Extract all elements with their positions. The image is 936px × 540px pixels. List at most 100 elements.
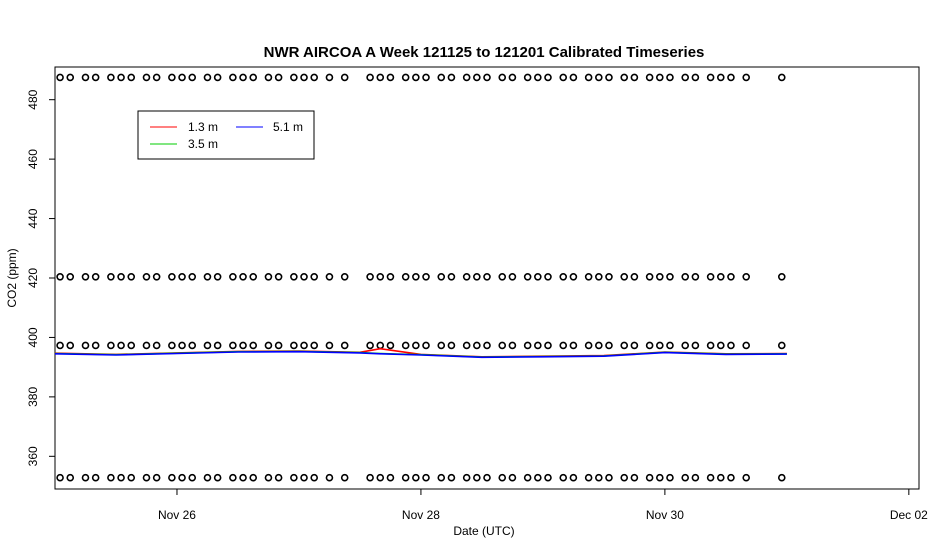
ref-point-487.5-15 [239, 73, 247, 82]
ref-point-397.3-4 [107, 341, 115, 350]
x-axis: Nov 26 Nov 28 Nov 30 Dec 02 [158, 489, 928, 522]
ref-point-397.3-26 [386, 341, 395, 350]
ref-point-397.3-45 [620, 341, 629, 350]
ref-point-420.4-17 [264, 273, 273, 281]
ref-point-352.8-26 [386, 473, 395, 482]
ref-point-397.3-31 [447, 341, 456, 350]
ref-point-487.5-8 [152, 73, 161, 82]
ref-point-487.5-6 [127, 73, 136, 82]
ref-point-352.8-45 [620, 473, 629, 482]
ref-point-352.8-34 [483, 473, 491, 482]
ref-point-487.5-25 [376, 73, 385, 82]
ref-point-397.3-46 [630, 341, 639, 350]
ref-point-487.5-10 [178, 73, 186, 82]
ref-point-397.3-32 [462, 341, 471, 350]
x-tick-label-nov-30: Nov 30 [646, 508, 684, 522]
ref-point-352.8-51 [691, 473, 700, 482]
ref-point-352.8-52 [706, 473, 715, 482]
ref-point-487.5-32 [462, 73, 471, 82]
y-tick-label-400: 400 [26, 327, 40, 347]
ref-point-420.4-55 [742, 273, 751, 281]
ref-point-420.4-29 [422, 273, 430, 281]
ref-point-397.3-55 [742, 341, 751, 350]
ref-point-397.3-0 [56, 341, 64, 350]
ref-point-487.5-9 [168, 73, 176, 82]
series-line-5-1-m [54, 350, 787, 359]
x-axis-label: Date (UTC) [453, 524, 514, 538]
ref-point-352.8-19 [290, 473, 298, 482]
ref-point-487.5-16 [249, 73, 258, 82]
ref-point-397.3-49 [666, 341, 674, 350]
ref-point-352.8-55 [742, 473, 751, 482]
ref-point-397.3-41 [569, 341, 578, 350]
ref-point-487.5-31 [447, 73, 456, 82]
ref-point-352.8-33 [473, 473, 481, 482]
ref-point-352.8-25 [376, 473, 385, 482]
ref-point-352.8-46 [630, 473, 639, 482]
ref-point-397.3-13 [213, 341, 222, 350]
ref-point-487.5-48 [655, 73, 664, 82]
ref-point-420.4-48 [655, 273, 664, 281]
ref-point-487.5-2 [81, 73, 90, 82]
ref-point-397.3-14 [229, 341, 237, 350]
ref-point-487.5-20 [300, 73, 308, 82]
ref-point-352.8-37 [523, 473, 532, 482]
ref-point-352.8-12 [203, 473, 212, 482]
ref-point-420.4-37 [523, 273, 532, 281]
ref-point-487.5-23 [340, 73, 349, 82]
ref-point-352.8-0 [56, 473, 64, 482]
ref-point-397.3-47 [645, 341, 654, 350]
ref-point-487.5-3 [91, 73, 100, 82]
ref-point-487.5-13 [213, 73, 222, 82]
ref-point-420.4-9 [168, 273, 176, 281]
ref-point-352.8-5 [117, 473, 125, 482]
ref-point-420.4-25 [376, 273, 385, 281]
ref-point-420.4-50 [681, 273, 690, 281]
ref-point-352.8-39 [544, 473, 552, 482]
x-tick-label-dec-02: Dec 02 [890, 508, 928, 522]
ref-point-397.3-2 [81, 341, 90, 350]
y-tick-label-360: 360 [26, 446, 40, 466]
ref-point-352.8-14 [229, 473, 237, 482]
ref-point-420.4-26 [386, 273, 395, 281]
ref-point-397.3-51 [691, 341, 700, 350]
ref-point-420.4-40 [559, 273, 568, 281]
ref-point-487.5-22 [325, 73, 334, 82]
series-lines [54, 347, 787, 359]
ref-point-487.5-42 [584, 73, 593, 82]
ref-point-487.5-29 [422, 73, 430, 82]
ref-point-420.4-53 [716, 273, 725, 281]
ref-point-397.3-33 [473, 341, 481, 350]
ref-point-487.5-39 [544, 73, 552, 82]
ref-point-352.8-21 [310, 473, 319, 482]
ref-point-487.5-24 [366, 73, 374, 82]
ref-point-420.4-34 [483, 273, 491, 281]
ref-point-352.8-31 [447, 473, 456, 482]
ref-point-420.4-36 [508, 273, 517, 281]
ref-point-352.8-7 [142, 473, 151, 482]
legend-label-3-5m: 3.5 m [188, 137, 218, 151]
ref-point-420.4-27 [401, 273, 410, 281]
ref-point-420.4-41 [569, 273, 578, 281]
ref-point-420.4-7 [142, 273, 151, 281]
ref-point-397.3-42 [584, 341, 593, 350]
ref-point-487.5-51 [691, 73, 700, 82]
ref-point-397.3-6 [127, 341, 136, 350]
ref-point-487.5-40 [559, 73, 568, 82]
ref-point-397.3-7 [142, 341, 151, 350]
ref-point-420.4-0 [56, 273, 64, 281]
ref-point-397.3-10 [178, 341, 186, 350]
ref-point-420.4-4 [107, 273, 115, 281]
ref-point-420.4-10 [178, 273, 186, 281]
ref-point-420.4-32 [462, 273, 471, 281]
ref-point-420.4-23 [340, 273, 349, 281]
chart-title: NWR AIRCOA A Week 121125 to 121201 Calib… [264, 44, 705, 61]
ref-point-397.3-28 [412, 341, 420, 350]
ref-point-487.5-53 [716, 73, 725, 82]
ref-point-397.3-29 [422, 341, 430, 350]
ref-point-352.8-10 [178, 473, 186, 482]
ref-point-487.5-11 [188, 73, 197, 82]
ref-point-420.4-56 [777, 273, 786, 281]
ref-point-397.3-35 [498, 341, 507, 350]
ref-point-397.3-8 [152, 341, 161, 350]
